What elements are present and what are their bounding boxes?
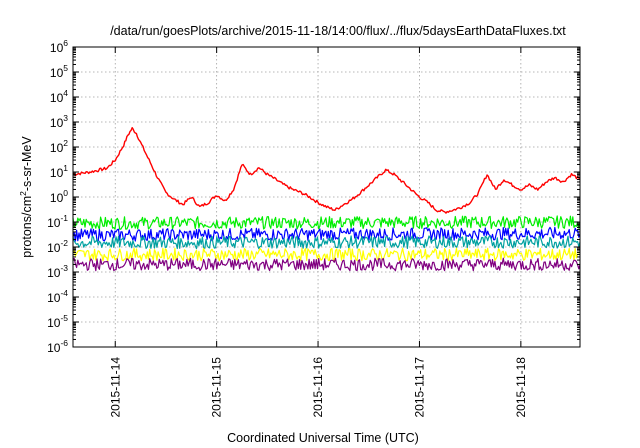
chart-title: /data/run/goesPlots/archive/2015-11-18/1… <box>110 24 566 38</box>
y-tick-label-base: 10 <box>47 316 61 330</box>
y-tick-label-base: 10 <box>47 241 61 255</box>
y-tick-label-exponent: 2 <box>63 138 68 148</box>
y-tick-label-exponent: 5 <box>63 63 68 73</box>
y-tick-label-exponent: -4 <box>60 288 68 298</box>
y-tick-label-exponent: -3 <box>60 263 68 273</box>
y-tick-label: 105 <box>50 63 68 80</box>
y-tick-label-exponent: -1 <box>60 213 68 223</box>
series-line <box>72 127 581 214</box>
y-tick-label: 101 <box>50 163 68 180</box>
y-tick-label-base: 10 <box>50 141 64 155</box>
y-tick-label-base: 10 <box>50 41 64 55</box>
x-tick-label: 2015-11-18 <box>514 357 528 418</box>
y-tick-label: 104 <box>50 88 68 105</box>
y-tick-label-exponent: 3 <box>63 113 68 123</box>
y-tick-label-exponent: 1 <box>63 163 68 173</box>
y-tick-label-base: 10 <box>50 166 64 180</box>
y-tick-label-base: 10 <box>47 266 61 280</box>
y-axis-label: protons/cm2-s-sr-MeV <box>18 136 34 258</box>
y-axis-label-prefix: protons/cm <box>20 196 34 258</box>
series-line <box>72 235 581 250</box>
y-tick-label-exponent: -5 <box>60 313 68 323</box>
y-tick-label-base: 10 <box>50 91 64 105</box>
x-tick-label: 2015-11-14 <box>108 357 122 418</box>
x-tick-label: 2015-11-17 <box>412 357 426 418</box>
y-tick-label-base: 10 <box>47 291 61 305</box>
y-tick-label-base: 10 <box>47 216 61 230</box>
y-axis-label-suffix: -s-sr-MeV <box>20 136 34 192</box>
x-tick-label: 2015-11-15 <box>210 357 224 418</box>
series-line <box>72 257 581 272</box>
series-line <box>72 215 581 230</box>
y-tick-label-exponent: -2 <box>60 238 68 248</box>
y-tick-label-base: 10 <box>50 66 64 80</box>
y-tick-label: 103 <box>50 113 68 130</box>
y-tick-label: 10-2 <box>47 238 68 255</box>
grid-layer <box>73 47 580 347</box>
series-line <box>72 226 581 242</box>
y-tick-label: 106 <box>50 38 68 55</box>
y-tick-label-base: 10 <box>50 191 64 205</box>
tick-layer <box>73 46 580 348</box>
y-tick-label: 100 <box>50 188 68 205</box>
y-tick-label-exponent: 0 <box>63 188 68 198</box>
series-layer <box>72 127 581 272</box>
x-tick-label: 2015-11-16 <box>311 357 325 418</box>
y-tick-labels: 10-610-510-410-310-210-11001011021031041… <box>47 38 68 355</box>
y-tick-label-base: 10 <box>47 341 61 355</box>
y-tick-label: 10-3 <box>47 263 68 280</box>
y-axis-label-exponent: 2 <box>18 191 28 196</box>
y-tick-label-exponent: 4 <box>63 88 68 98</box>
x-tick-labels: 2015-11-14 2015-11-15 2015-11-16 2015-11-17… <box>108 357 528 418</box>
y-tick-label-exponent: 6 <box>63 38 68 48</box>
y-tick-label: 102 <box>50 138 68 155</box>
y-tick-label-base: 10 <box>50 116 64 130</box>
y-tick-label: 10-5 <box>47 313 68 330</box>
y-tick-label: 10-4 <box>47 288 68 305</box>
y-tick-label: 10-1 <box>47 213 68 230</box>
y-tick-label: 10-6 <box>47 338 68 355</box>
x-axis-label: Coordinated Universal Time (UTC) <box>227 431 419 445</box>
series-line <box>72 247 581 262</box>
y-tick-label-exponent: -6 <box>60 338 68 348</box>
